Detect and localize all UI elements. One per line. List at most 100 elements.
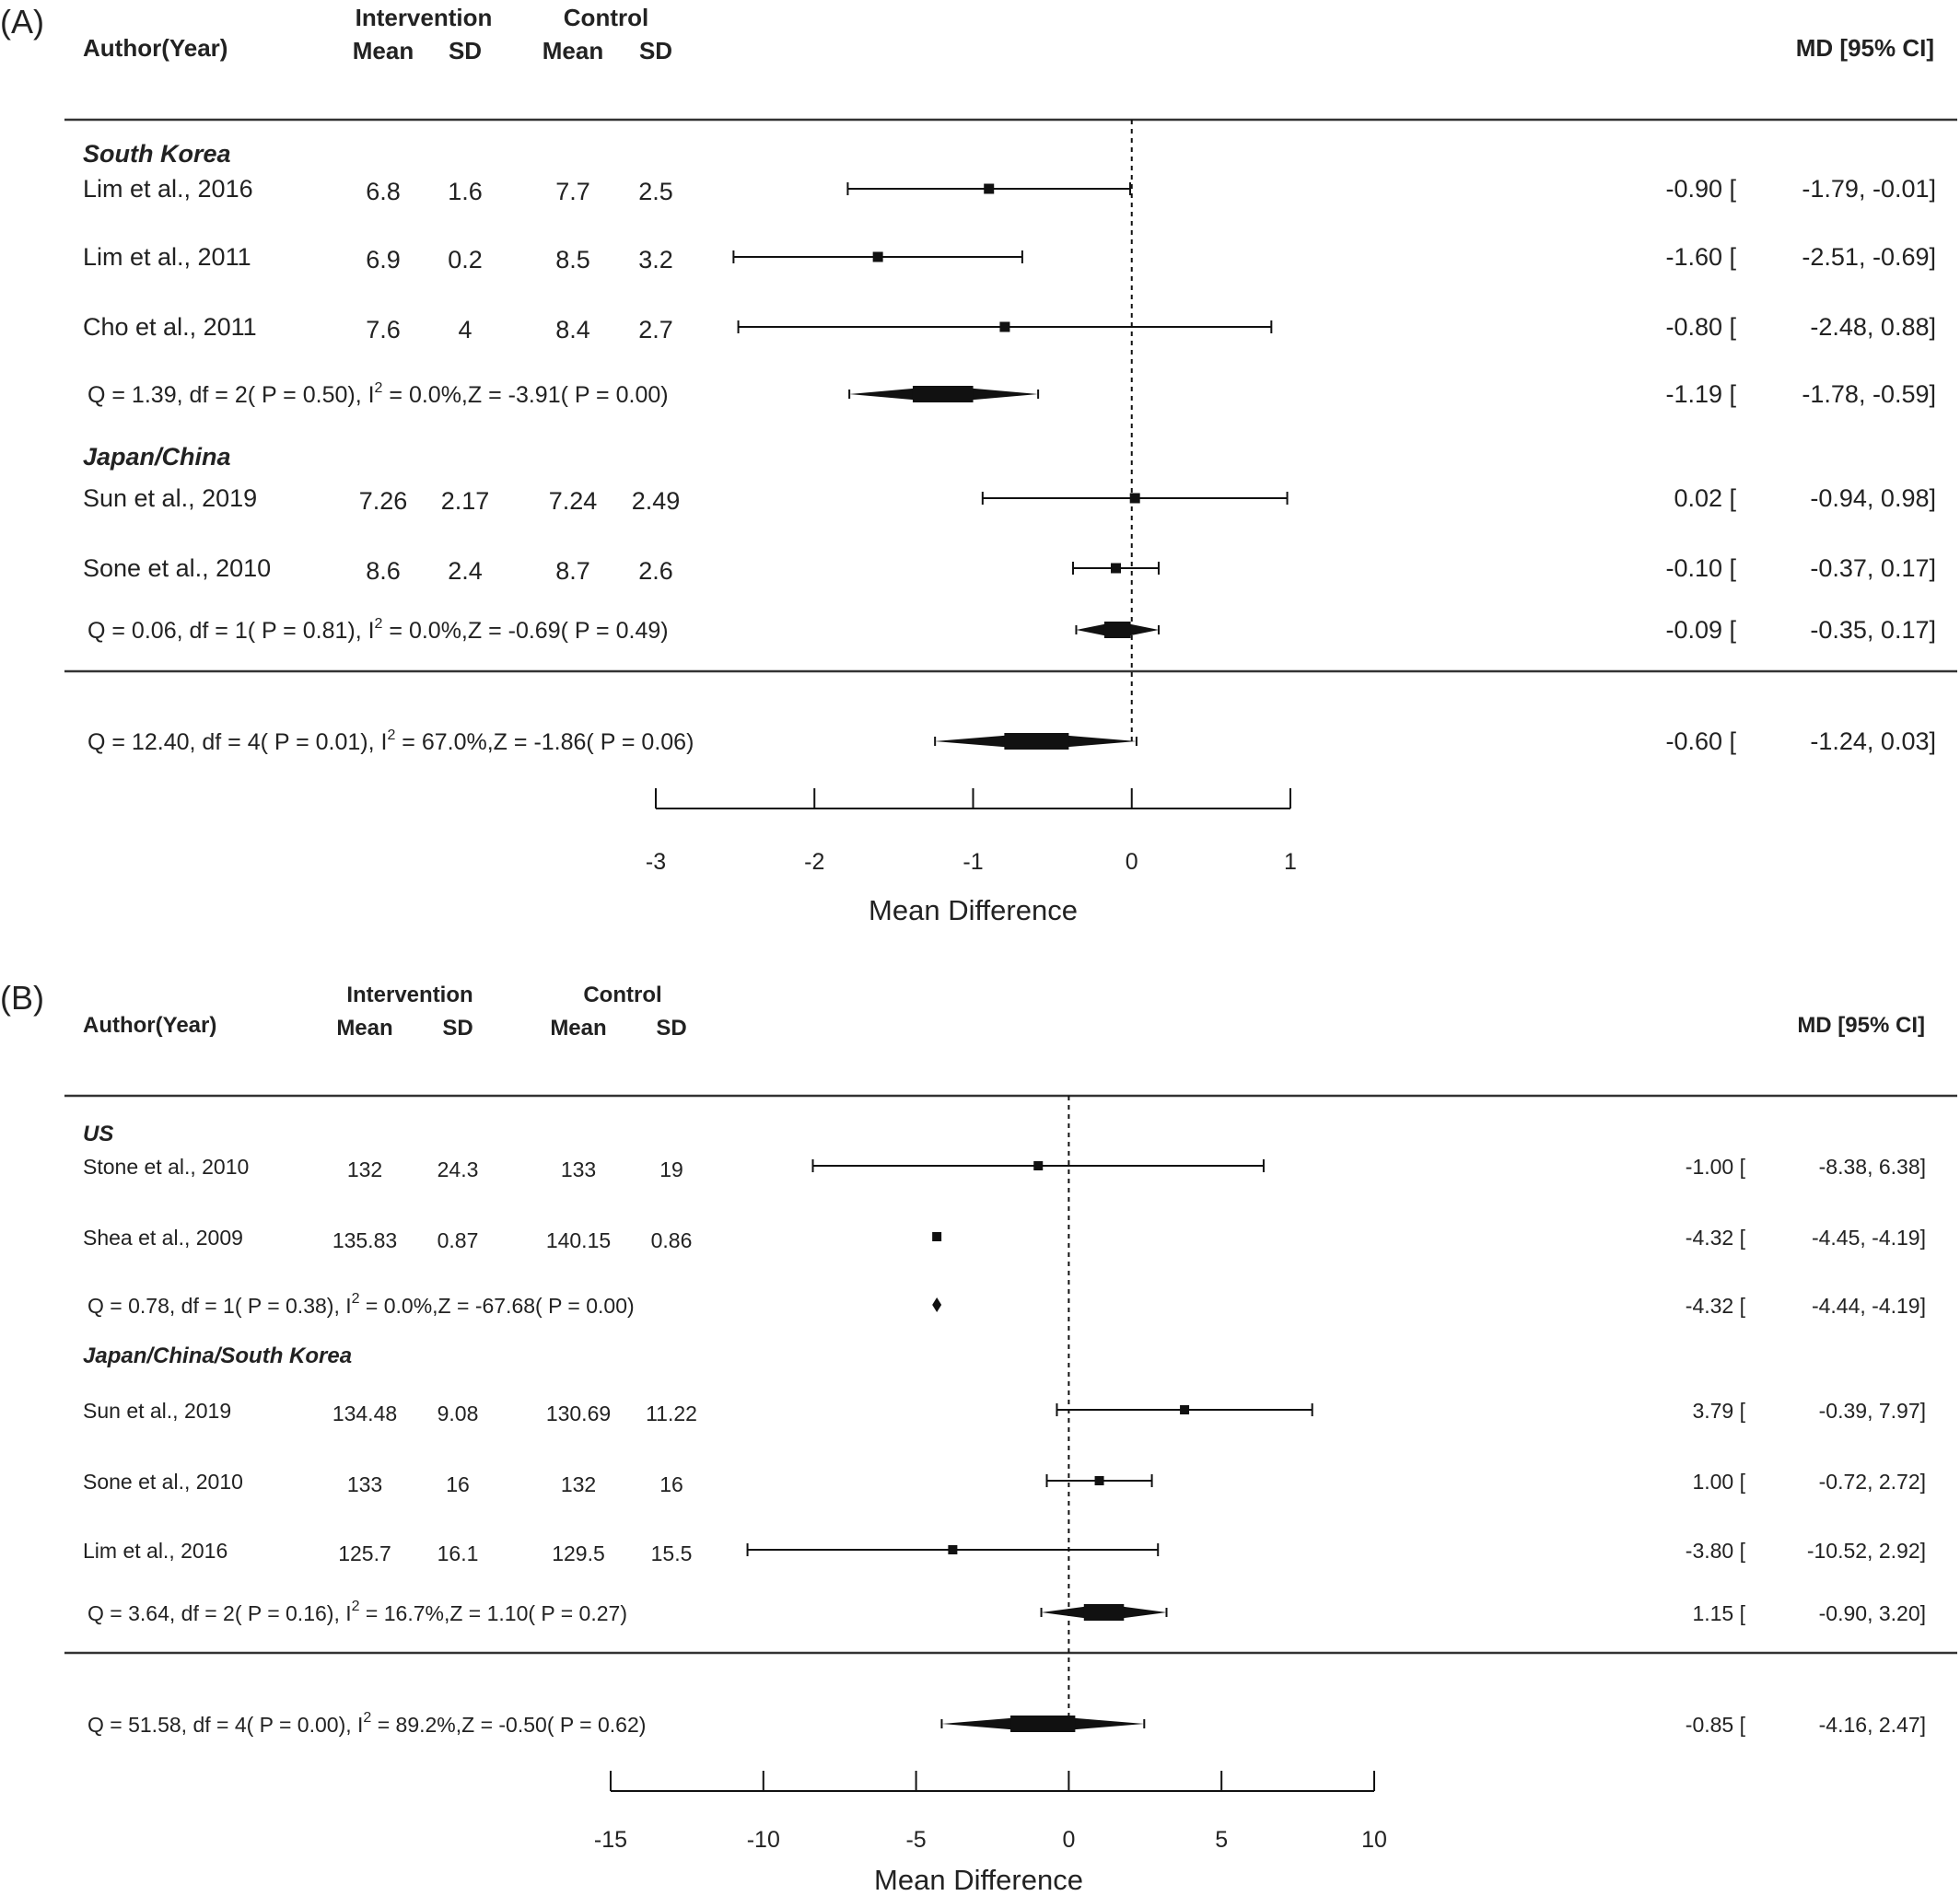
- control-sd: 16: [659, 1472, 683, 1496]
- control-mean: 8.4: [555, 316, 590, 343]
- md-ci-value: -0.09 [: [1665, 616, 1736, 644]
- study-author: Lim et al., 2016: [83, 1539, 228, 1563]
- study-author: Sun et al., 2019: [83, 1399, 231, 1423]
- point-estimate-square: [1033, 1161, 1044, 1170]
- overall-heterogeneity-stats: Q = 12.40, df = 4( P = 0.01), I2 = 67.0%…: [88, 727, 694, 755]
- panel-label: (A): [0, 3, 44, 41]
- point-estimate-square: [948, 1545, 958, 1554]
- md-ci-interval: -0.72, 2.72]: [1819, 1470, 1926, 1494]
- header-control-sd: SD: [639, 37, 672, 64]
- x-tick-label: -10: [747, 1827, 780, 1853]
- intervention-sd: 9.08: [438, 1402, 479, 1425]
- md-ci-value: 1.15 [: [1692, 1601, 1745, 1625]
- study-author: Lim et al., 2016: [83, 175, 253, 203]
- header-intervention-mean: Mean: [336, 1016, 392, 1041]
- md-ci-interval: -1.24, 0.03]: [1810, 727, 1936, 755]
- control-mean: 129.5: [552, 1541, 605, 1565]
- x-tick-label: 0: [1062, 1827, 1075, 1853]
- intervention-mean: 132: [347, 1157, 382, 1181]
- panel-label: (B): [0, 979, 44, 1017]
- study-author: Sone et al., 2010: [83, 1470, 243, 1494]
- header-intervention-sd: SD: [449, 37, 482, 64]
- point-estimate-square: [1111, 563, 1122, 574]
- header-intervention-sd: SD: [442, 1016, 472, 1041]
- study-author: Stone et al., 2010: [83, 1155, 249, 1179]
- md-ci-interval: -0.90, 3.20]: [1819, 1601, 1926, 1625]
- intervention-sd: 1.6: [448, 178, 483, 205]
- subgroup-heterogeneity-stats: Q = 1.39, df = 2( P = 0.50), I2 = 0.0%,Z…: [88, 380, 669, 408]
- summary-diamond: [932, 1297, 942, 1312]
- md-ci-interval: -4.45, -4.19]: [1812, 1226, 1926, 1250]
- md-ci-interval: -8.38, 6.38]: [1819, 1155, 1926, 1179]
- point-estimate-square: [872, 251, 883, 262]
- point-estimate-square: [1180, 1405, 1190, 1414]
- intervention-mean: 134.48: [332, 1402, 397, 1425]
- overall-heterogeneity-stats: Q = 51.58, df = 4( P = 0.00), I2 = 89.2%…: [88, 1710, 646, 1737]
- study-author: Sun et al., 2019: [83, 484, 257, 512]
- intervention-mean: 6.9: [366, 246, 401, 273]
- x-tick-label: 0: [1126, 849, 1138, 875]
- md-ci-value: -0.80 [: [1665, 313, 1736, 341]
- header-control: Control: [564, 4, 648, 31]
- subgroup-heterogeneity-stats: Q = 3.64, df = 2( P = 0.16), I2 = 16.7%,…: [88, 1599, 627, 1625]
- md-ci-interval: -1.78, -0.59]: [1802, 380, 1936, 408]
- control-sd: 0.86: [651, 1228, 693, 1252]
- md-ci-value: -4.32 [: [1686, 1226, 1746, 1250]
- header-control-mean: Mean: [550, 1016, 606, 1041]
- header-author: Author(Year): [83, 34, 228, 62]
- intervention-sd: 16.1: [438, 1541, 479, 1565]
- header-control: Control: [583, 983, 661, 1007]
- intervention-sd: 2.17: [441, 487, 490, 515]
- intervention-mean: 133: [347, 1472, 382, 1496]
- header-md-ci: MD [95% CI]: [1796, 34, 1934, 62]
- study-author: Sone et al., 2010: [83, 554, 271, 582]
- group-label: US: [83, 1122, 113, 1146]
- header-author: Author(Year): [83, 1013, 216, 1038]
- subgroup-heterogeneity-stats: Q = 0.06, df = 1( P = 0.81), I2 = 0.0%,Z…: [88, 616, 669, 644]
- control-sd: 2.6: [638, 557, 673, 585]
- control-sd: 2.5: [638, 178, 673, 205]
- intervention-mean: 7.26: [359, 487, 408, 515]
- header-intervention-mean: Mean: [353, 37, 414, 64]
- header-md-ci: MD [95% CI]: [1797, 1013, 1925, 1038]
- md-ci-value: -1.19 [: [1665, 380, 1736, 408]
- control-sd: 2.7: [638, 316, 673, 343]
- header-intervention: Intervention: [356, 4, 493, 31]
- point-estimate-square: [984, 183, 995, 194]
- md-ci-value: -0.85 [: [1686, 1713, 1746, 1737]
- control-sd: 3.2: [638, 246, 673, 273]
- group-label: Japan/China/South Korea: [83, 1343, 352, 1368]
- control-mean: 7.24: [549, 487, 598, 515]
- intervention-mean: 125.7: [338, 1541, 391, 1565]
- control-sd: 11.22: [646, 1402, 697, 1425]
- point-estimate-square: [932, 1232, 942, 1241]
- md-ci-value: -0.60 [: [1665, 727, 1736, 755]
- md-ci-value: -0.10 [: [1665, 554, 1736, 582]
- intervention-mean: 6.8: [366, 178, 401, 205]
- x-tick-label: 10: [1361, 1827, 1387, 1853]
- md-ci-value: -3.80 [: [1686, 1539, 1746, 1563]
- header-control-sd: SD: [656, 1016, 686, 1041]
- x-tick-label: -15: [594, 1827, 627, 1853]
- md-ci-value: -1.60 [: [1665, 243, 1736, 271]
- x-axis-title: Mean Difference: [869, 894, 1078, 926]
- summary-box: [1103, 622, 1131, 638]
- header-control-mean: Mean: [542, 37, 603, 64]
- study-author: Cho et al., 2011: [83, 313, 257, 341]
- control-sd: 15.5: [651, 1541, 693, 1565]
- x-tick-label: -1: [962, 849, 983, 875]
- x-tick-label: 1: [1284, 849, 1297, 875]
- x-axis-title: Mean Difference: [874, 1864, 1083, 1896]
- summary-box: [1010, 1716, 1076, 1732]
- intervention-sd: 0.87: [438, 1228, 479, 1252]
- md-ci-value: 0.02 [: [1674, 484, 1736, 512]
- x-tick-label: -2: [804, 849, 824, 875]
- control-mean: 132: [561, 1472, 596, 1496]
- control-mean: 130.69: [546, 1402, 611, 1425]
- panel-b: (B) Intervention Control Author(Year) Mean SD…: [0, 979, 1957, 1896]
- panel-a: (A) Intervention Control Author(Year) Mean SD…: [0, 3, 1957, 926]
- intervention-sd: 16: [446, 1472, 470, 1496]
- group-label: South Korea: [83, 140, 231, 168]
